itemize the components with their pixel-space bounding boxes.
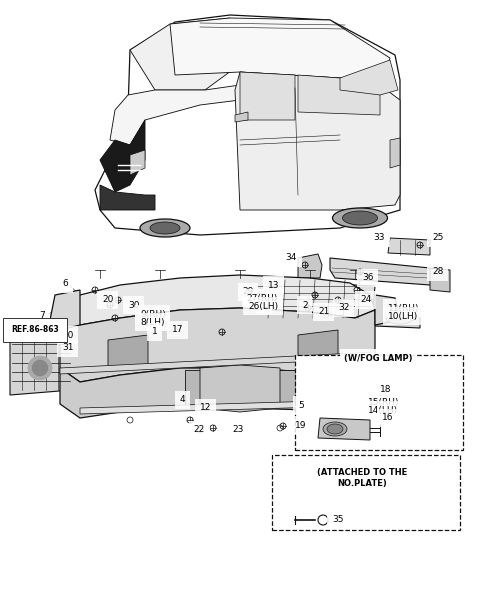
Text: 36: 36: [362, 273, 373, 282]
Polygon shape: [130, 18, 235, 90]
Text: 32: 32: [338, 303, 349, 312]
Polygon shape: [430, 268, 450, 292]
Text: 18: 18: [380, 385, 392, 394]
Ellipse shape: [386, 312, 414, 324]
Polygon shape: [110, 85, 240, 145]
Polygon shape: [170, 18, 390, 85]
Text: 1: 1: [152, 327, 158, 337]
Ellipse shape: [327, 424, 343, 434]
Text: 17: 17: [172, 326, 183, 335]
Polygon shape: [252, 280, 375, 318]
Bar: [272, 455, 460, 530]
Circle shape: [32, 360, 48, 376]
Text: 22: 22: [194, 426, 205, 435]
Text: 16: 16: [382, 414, 394, 423]
Ellipse shape: [323, 422, 347, 436]
Text: 29: 29: [242, 288, 254, 297]
Polygon shape: [390, 138, 400, 168]
Text: 3: 3: [262, 300, 268, 309]
Polygon shape: [298, 254, 322, 278]
Polygon shape: [318, 418, 370, 440]
Text: 35: 35: [332, 515, 344, 524]
Ellipse shape: [333, 208, 387, 228]
Text: (W/FOG LAMP): (W/FOG LAMP): [344, 353, 412, 362]
Text: 4: 4: [180, 396, 185, 405]
Ellipse shape: [150, 222, 180, 234]
Polygon shape: [330, 258, 435, 285]
Circle shape: [28, 356, 52, 380]
Text: 9(RH): 9(RH): [140, 309, 166, 318]
Text: 24: 24: [360, 296, 371, 305]
Text: 2: 2: [302, 300, 308, 309]
Text: 6: 6: [62, 279, 68, 288]
Text: 26(LH): 26(LH): [248, 302, 278, 311]
Text: 8(LH): 8(LH): [140, 317, 165, 326]
Polygon shape: [10, 335, 72, 395]
Polygon shape: [235, 112, 248, 122]
Polygon shape: [100, 120, 145, 192]
Text: 7: 7: [39, 311, 45, 320]
Polygon shape: [235, 72, 400, 210]
Text: 20: 20: [62, 330, 73, 340]
Polygon shape: [298, 75, 380, 115]
Text: 28: 28: [432, 267, 444, 276]
Ellipse shape: [140, 219, 190, 237]
Bar: [295, 355, 463, 450]
Text: 20: 20: [102, 296, 113, 305]
Polygon shape: [60, 365, 375, 418]
Polygon shape: [388, 238, 430, 255]
Text: 5: 5: [298, 400, 304, 409]
Polygon shape: [185, 370, 295, 405]
Text: 34: 34: [286, 253, 297, 262]
Text: 14(LH): 14(LH): [368, 406, 398, 415]
Polygon shape: [60, 352, 375, 374]
Polygon shape: [240, 72, 295, 120]
Polygon shape: [298, 330, 338, 365]
Text: 30: 30: [128, 300, 140, 309]
Ellipse shape: [343, 211, 377, 225]
Text: 19: 19: [295, 421, 307, 429]
Polygon shape: [80, 400, 355, 414]
Polygon shape: [50, 290, 80, 330]
Text: 21: 21: [318, 308, 329, 317]
Polygon shape: [375, 308, 420, 328]
Text: 27(RH): 27(RH): [247, 294, 278, 302]
Text: 31: 31: [62, 344, 73, 353]
Text: 25: 25: [432, 234, 444, 243]
Text: 15(RH): 15(RH): [368, 397, 399, 406]
Text: REF.86-863: REF.86-863: [11, 326, 59, 335]
Text: 23: 23: [232, 426, 243, 435]
Text: 33: 33: [373, 234, 385, 243]
Polygon shape: [340, 60, 398, 95]
Polygon shape: [60, 308, 375, 382]
Polygon shape: [108, 335, 148, 368]
Text: 13: 13: [268, 281, 279, 290]
Polygon shape: [375, 295, 400, 325]
Polygon shape: [95, 15, 400, 235]
Text: 12: 12: [200, 403, 211, 412]
Text: 11(RH): 11(RH): [388, 303, 420, 312]
Polygon shape: [130, 150, 145, 175]
Text: 10(LH): 10(LH): [388, 311, 418, 320]
Polygon shape: [200, 365, 280, 412]
Polygon shape: [60, 275, 375, 325]
Polygon shape: [100, 185, 155, 210]
Text: (ATTACHED TO THE
NO.PLATE): (ATTACHED TO THE NO.PLATE): [317, 468, 407, 488]
